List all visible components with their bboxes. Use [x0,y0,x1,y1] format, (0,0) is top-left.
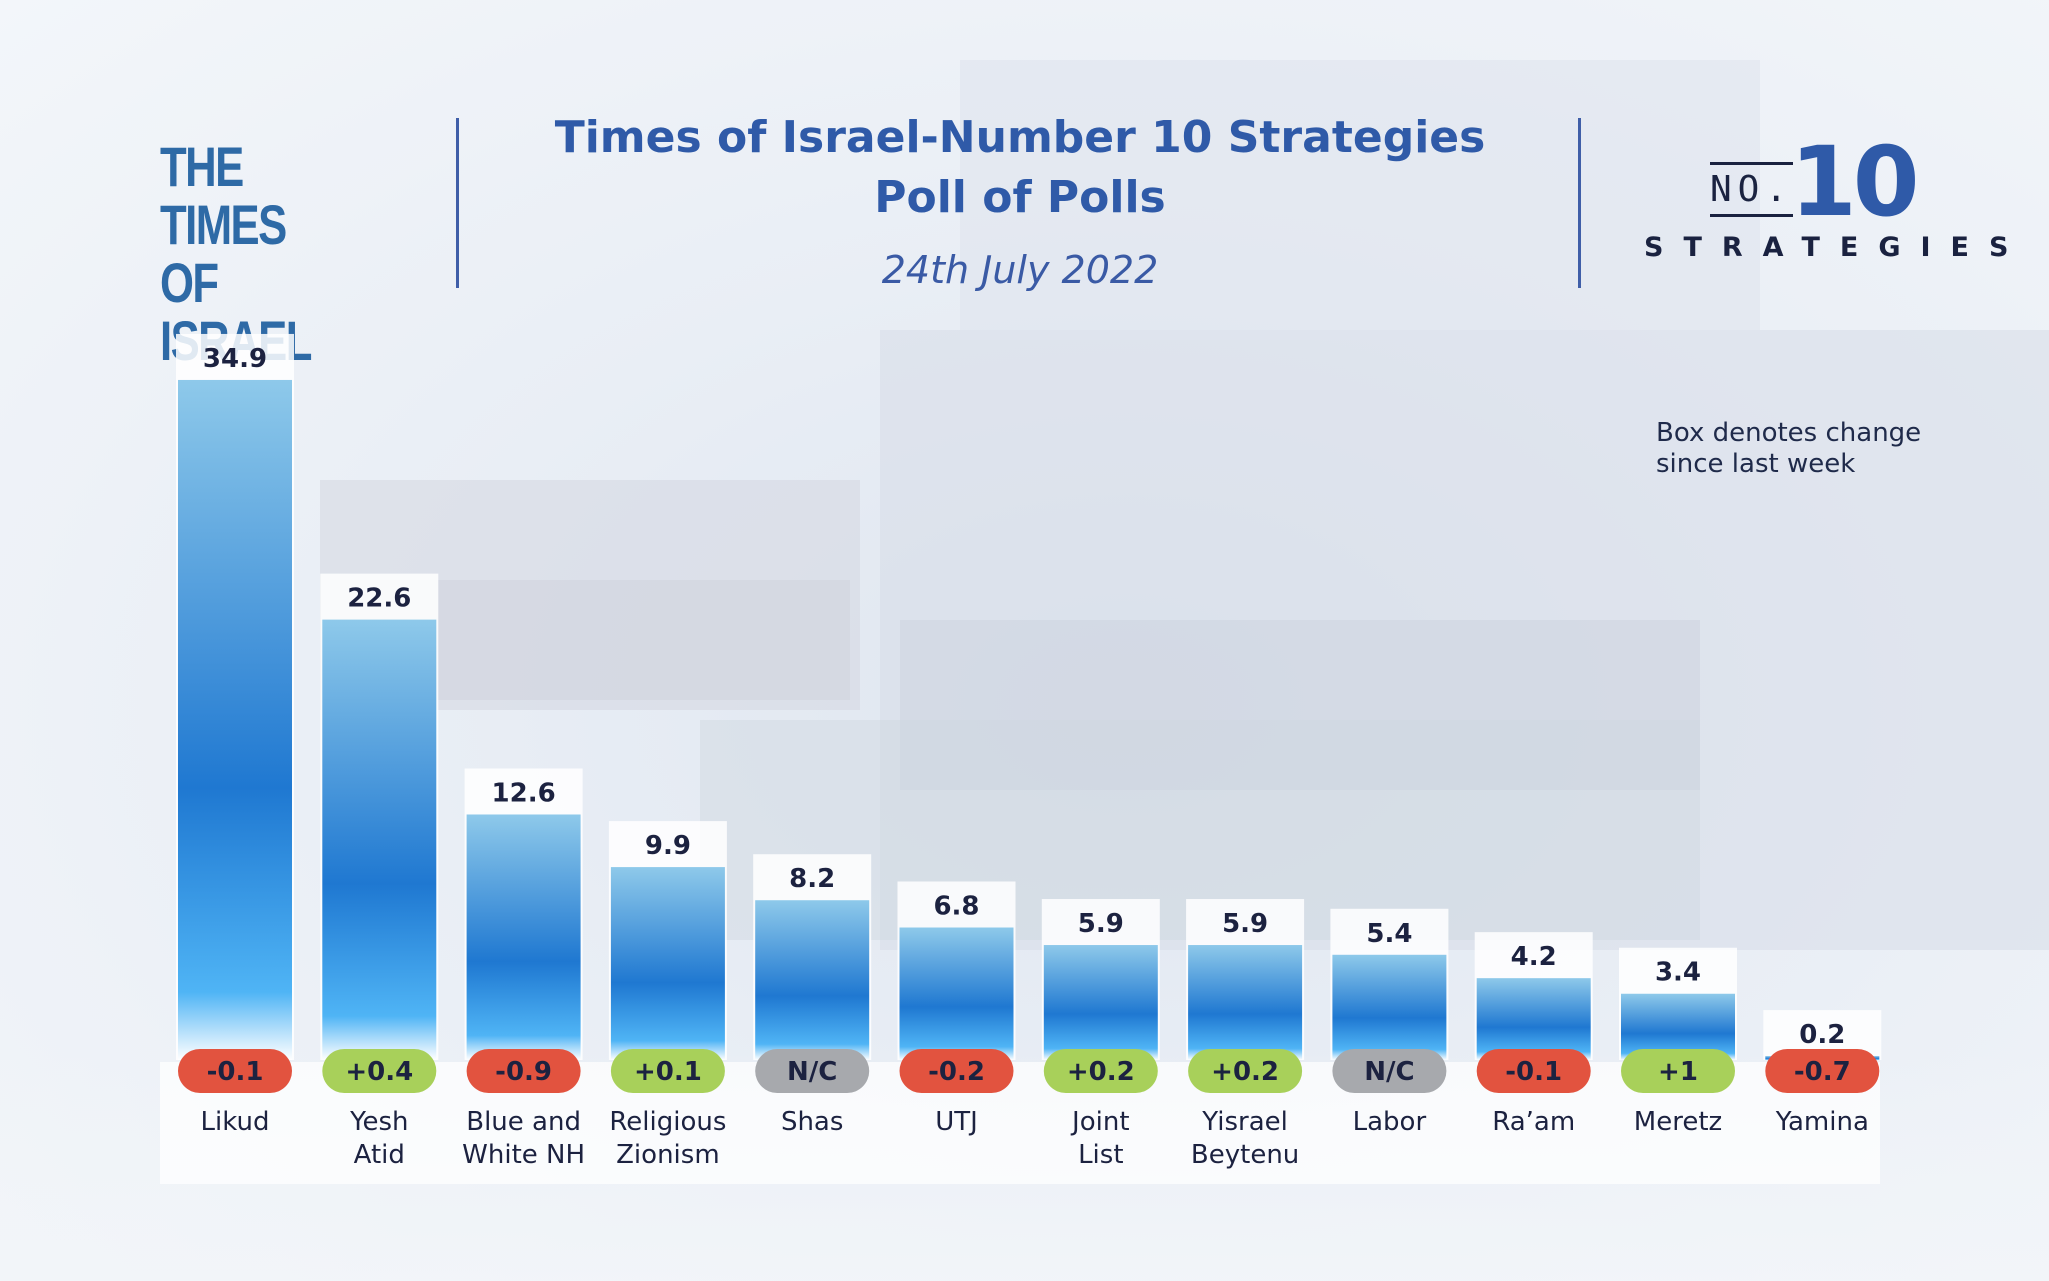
change-label: -0.1 [207,1057,264,1087]
category-label: Shas [781,1107,843,1137]
title-line-2: Poll of Polls [874,172,1166,223]
change-label: +0.2 [1067,1057,1135,1087]
change-pill [1765,1049,1880,1093]
value-label: 4.2 [1511,942,1557,972]
change-pill [1476,1049,1591,1093]
brand-number: 10 [1790,126,1920,238]
logo-line-1: THE TIMES [160,135,287,256]
category-label: Meretz [1634,1107,1722,1137]
value-label: 5.9 [1078,909,1124,939]
bar-group: 8.2 N/C Shas [753,854,872,1137]
category-label: Likud [201,1107,270,1137]
bar-group: 5.4 N/C Labor [1330,908,1449,1137]
category-label: Beytenu [1191,1140,1299,1170]
bar [1621,993,1735,1060]
value-label: 34.9 [203,344,267,374]
brand-word: STRATEGIES [1644,232,2029,263]
bar [322,619,437,1060]
category-label: Zionism [616,1140,720,1170]
change-pill [610,1049,725,1093]
change-pill [755,1049,870,1093]
change-pill [1043,1049,1158,1093]
header-divider-right [1578,118,1581,288]
value-label: 8.2 [789,864,835,894]
bar-group: 6.8 -0.2 UTJ [897,881,1016,1137]
bar [1476,978,1591,1060]
value-label: 3.4 [1655,958,1701,988]
bar [1188,945,1303,1060]
change-pill [1621,1049,1735,1093]
header-divider-left [456,118,459,288]
bar-group: 0.2 -0.7 Yamina [1763,1010,1882,1137]
change-pill [466,1049,581,1093]
bar-group: 34.9 -0.1 Likud [176,333,294,1137]
change-label: -0.1 [1505,1057,1562,1087]
change-label: +0.2 [1211,1057,1279,1087]
bar [1043,945,1158,1060]
change-label: +0.1 [634,1057,702,1087]
change-label: +1 [1658,1057,1698,1087]
category-label: Yamina [1775,1107,1869,1137]
category-label: Ra’am [1492,1107,1575,1137]
category-label: Labor [1353,1107,1427,1137]
bar [1332,954,1447,1060]
change-pill [178,1049,292,1093]
value-label: 22.6 [347,584,411,614]
category-label: Yisrael [1201,1107,1288,1137]
value-label: 6.8 [933,891,979,921]
change-label: -0.2 [928,1057,985,1087]
bar [899,927,1014,1060]
bar-group: 3.4 +1 Meretz [1619,947,1737,1137]
title-line-1: Times of Israel-Number 10 Strategies [554,112,1486,163]
category-label: White NH [462,1140,585,1170]
bar [755,900,870,1060]
category-label: Yesh [349,1107,408,1137]
value-label: 12.6 [492,778,556,808]
category-label: Atid [354,1140,405,1170]
brand-no: NO. [1710,162,1794,217]
change-label: +0.4 [345,1057,413,1087]
category-label: Religious [609,1107,726,1137]
bar [466,814,581,1060]
change-pill [1188,1049,1303,1093]
value-label: 5.4 [1366,919,1412,949]
value-label: 9.9 [645,831,691,861]
bar [610,867,725,1060]
value-label: 5.9 [1222,909,1268,939]
change-pill [899,1049,1014,1093]
chart-title: Times of Israel-Number 10 Strategies Pol… [470,108,1570,228]
category-label: Joint [1070,1107,1129,1137]
change-pill [1332,1049,1447,1093]
category-label: List [1078,1140,1123,1170]
change-label: N/C [787,1057,837,1087]
bar [178,379,292,1060]
category-label: UTJ [935,1107,978,1137]
legend-note: Box denotes change since last week [1656,418,1922,479]
change-pill [322,1049,437,1093]
change-label: -0.9 [495,1057,552,1087]
change-label: N/C [1364,1057,1414,1087]
value-label: 0.2 [1799,1020,1845,1050]
change-label: -0.7 [1794,1057,1851,1087]
bar-group: 4.2 -0.1 Ra’am [1474,932,1593,1137]
category-label: Blue and [466,1107,581,1137]
category-label-panel [160,1062,1880,1184]
chart-date: 24th July 2022 [881,248,1159,292]
number-10-strategies-logo: NO. 10 STRATEGIES [1640,126,2008,270]
